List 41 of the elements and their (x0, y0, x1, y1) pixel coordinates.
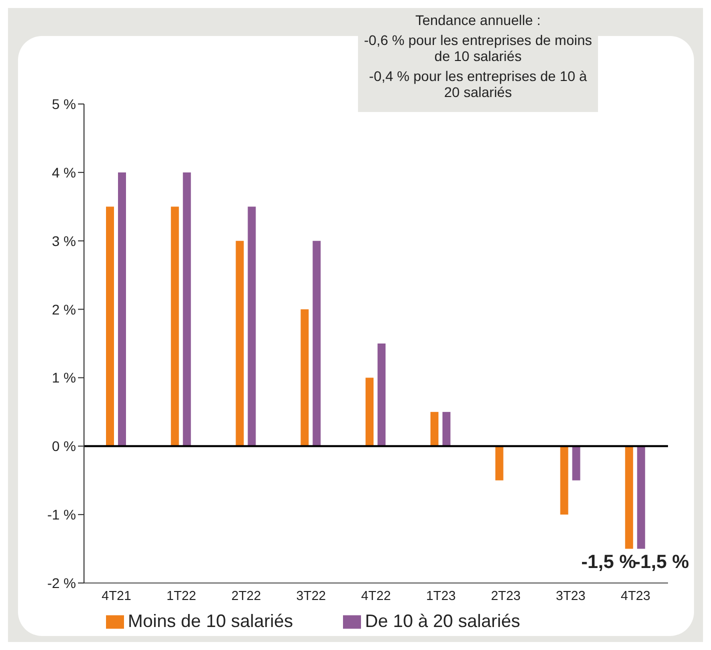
text: Tendance annuelle : (414, 12, 542, 28)
y-tick-label: 2 % (52, 301, 76, 318)
y-tick-label: -1 % (47, 506, 76, 523)
x-tick-label: 4T22 (361, 588, 391, 604)
x-tick-label: 3T22 (296, 588, 326, 604)
x-tick-label: 4T23 (620, 588, 650, 604)
text: -0,6 % pour les entreprises de moins de 10 salariés (363, 32, 593, 64)
legend-label: Moins de 10 salariés (128, 611, 293, 631)
bar (378, 344, 386, 446)
x-tick-label: 1T22 (166, 588, 196, 604)
bar (366, 378, 374, 446)
data-label: -1,5 % (634, 552, 690, 573)
bar (312, 240, 321, 446)
data-label: -1,5 % (581, 552, 636, 573)
x-tick-label: 2T23 (490, 588, 521, 604)
bar (300, 309, 309, 446)
y-tick-label: 3 % (52, 232, 76, 249)
legend-label: De 10 à 20 salariés (365, 611, 520, 631)
bar (236, 240, 244, 446)
bar (118, 172, 126, 446)
bar (495, 446, 504, 480)
bar (560, 446, 568, 515)
bar (430, 412, 438, 446)
x-tick-label: 2T22 (231, 588, 262, 604)
bar (182, 172, 191, 446)
bar (106, 206, 114, 446)
y-tick-label: 1 % (52, 370, 76, 386)
x-tick-label: 4T21 (102, 588, 132, 604)
y-tick-label: 4 % (52, 164, 76, 180)
x-tick-label: 1T23 (426, 588, 456, 604)
text: -0,4 % pour les entreprises de 10 à 20 salariés (368, 68, 588, 100)
y-tick-label: 0 % (52, 438, 76, 454)
bar (625, 446, 634, 549)
y-tick-label: -2 % (47, 574, 76, 591)
bar (248, 206, 256, 446)
bar (572, 446, 580, 480)
bar (442, 412, 450, 446)
bar (170, 206, 179, 446)
y-tick-label: 5 % (52, 96, 76, 112)
x-tick-label: 3T23 (556, 588, 586, 604)
bar (637, 446, 646, 549)
